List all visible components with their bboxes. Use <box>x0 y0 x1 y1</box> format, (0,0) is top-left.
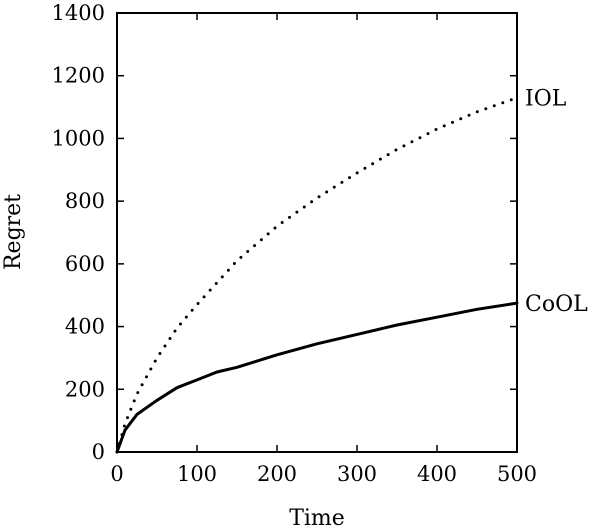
x-tick-label-100: 100 <box>177 462 217 486</box>
y-tick-label-200: 200 <box>65 377 105 401</box>
x-tick-label-500: 500 <box>497 462 537 486</box>
y-tick-label-1000: 1000 <box>52 126 105 150</box>
y-tick-label-1400: 1400 <box>52 1 105 25</box>
y-tick-label-400: 400 <box>65 315 105 339</box>
x-axis-label: Time <box>289 506 345 531</box>
x-tick-label-400: 400 <box>417 462 457 486</box>
plot-frame <box>116 12 518 453</box>
series-label-cool: CoOL <box>525 292 588 317</box>
x-tick-label-300: 300 <box>337 462 377 486</box>
y-tick-label-800: 800 <box>65 189 105 213</box>
y-tick-label-1200: 1200 <box>52 64 105 88</box>
x-tick-label-0: 0 <box>110 462 123 486</box>
x-axis-ticks: 0 100 200 300 400 500 <box>110 13 537 486</box>
series-line-cool <box>115 301 519 454</box>
series-layer: IOL CoOL <box>115 87 588 454</box>
x-tick-label-200: 200 <box>257 462 297 486</box>
series-line-iol <box>115 96 519 454</box>
series-label-iol: IOL <box>525 87 567 112</box>
y-tick-label-600: 600 <box>65 252 105 276</box>
y-axis-label: Regret <box>1 194 26 270</box>
y-tick-label-0: 0 <box>92 440 105 464</box>
y-axis-ticks: 0 200 400 600 800 1000 1200 1400 <box>52 1 517 464</box>
